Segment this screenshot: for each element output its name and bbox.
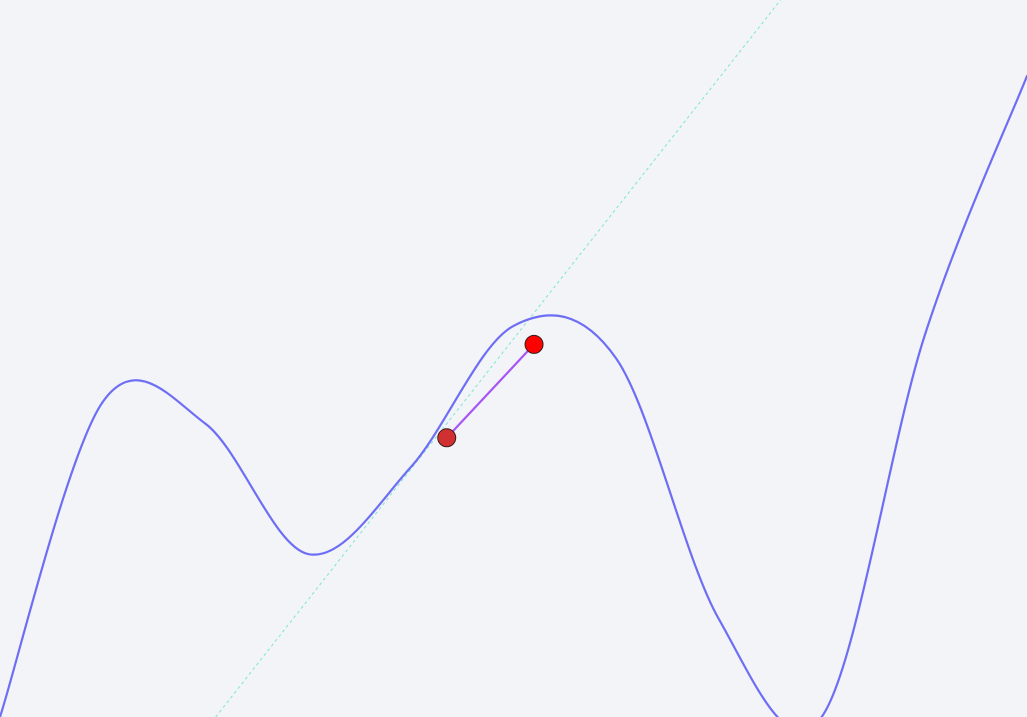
points-layer bbox=[437, 334, 544, 448]
secant-segment bbox=[445, 343, 536, 439]
point-b[interactable] bbox=[524, 334, 544, 354]
tangent-line bbox=[215, 0, 781, 717]
point-a[interactable] bbox=[437, 428, 457, 448]
function-curve bbox=[0, 74, 1027, 717]
